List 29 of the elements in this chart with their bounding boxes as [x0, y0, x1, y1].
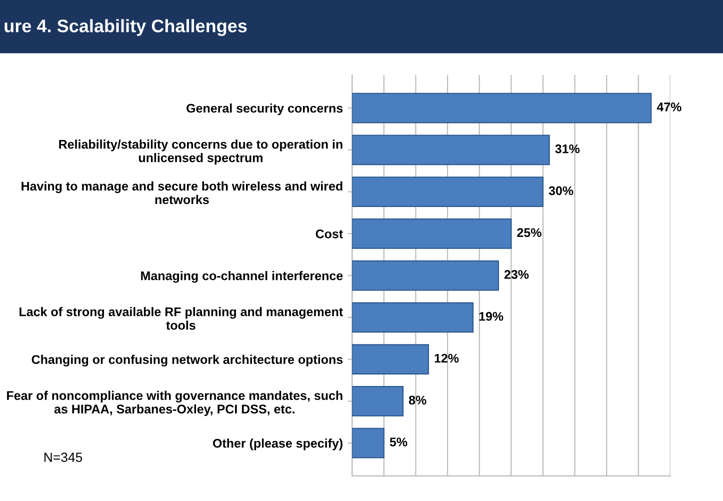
bar	[352, 344, 430, 375]
data-label: 47%	[656, 102, 682, 112]
text: ure 4. Scalability Challenges	[4, 19, 247, 36]
bar	[352, 260, 499, 291]
bar	[352, 134, 550, 166]
y-tick-label: Lack of strong available RF planning and management tools	[20, 307, 343, 330]
bar	[352, 428, 384, 458]
data-label: 25%	[517, 228, 542, 238]
y-tick-label: Cost	[316, 229, 343, 238]
data-label: 19%	[479, 312, 504, 321]
y-tick-label: Managing co-channel interference	[141, 271, 343, 283]
bar	[352, 386, 404, 416]
data-label: 12%	[434, 354, 459, 363]
bar	[352, 302, 474, 333]
y-tick-label: Changing or confusing network architecture options	[32, 354, 343, 366]
bar	[352, 218, 512, 249]
y-tick-label: Other (please specify)	[212, 438, 342, 450]
bar	[352, 92, 652, 124]
data-label: 23%	[504, 270, 529, 279]
data-label: 31%	[555, 144, 580, 154]
y-tick-label: Having to manage and secure both wireless and wired networks	[22, 181, 342, 204]
y-tick-label: General security concerns	[186, 103, 343, 116]
y-tick-label: Reliability/stability concerns due to operation in unlicensed spectrum	[59, 140, 342, 165]
data-label: 8%	[408, 396, 426, 405]
data-label: 5%	[390, 438, 408, 446]
bar	[352, 176, 544, 207]
data-label: 30%	[548, 186, 574, 196]
y-tick-label: Fear of noncompliance with governance mandates, such as HIPAA, Sarbanes-Oxley, PCI DSS, etc.	[7, 390, 342, 416]
text: N=345	[44, 452, 82, 462]
